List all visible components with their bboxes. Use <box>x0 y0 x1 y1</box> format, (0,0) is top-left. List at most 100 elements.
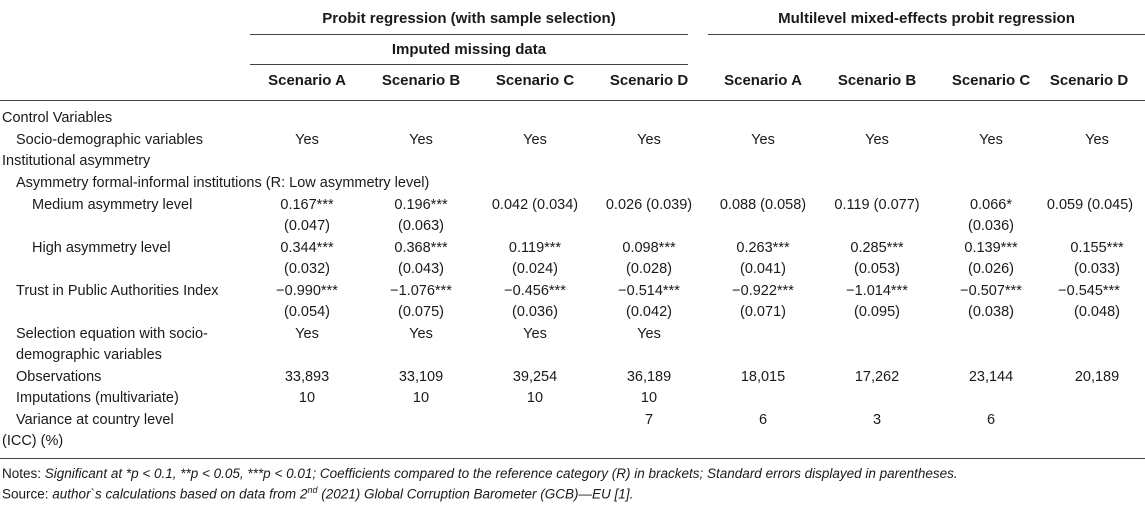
table-cell: Yes <box>295 132 319 148</box>
row-label-medium: Medium asymmetry level <box>32 197 193 213</box>
table-cell: 33,109 <box>398 369 444 385</box>
table-cell: −0.456*** <box>504 283 566 299</box>
table-notes: Notes: Significant at *p < 0.1, **p < 0.… <box>2 466 958 481</box>
col-header: Scenario D <box>1049 72 1129 89</box>
table-cell: 0.042 (0.034) <box>491 197 579 213</box>
table-cell: 0.088 (0.058) <box>719 197 807 213</box>
group-rule-1 <box>250 34 688 35</box>
table-cell: (0.047) <box>284 218 330 234</box>
source-sup: nd <box>307 485 318 495</box>
source-text-b: (2021) Global Corruption Barometer (GCB)… <box>317 486 634 502</box>
table-cell: (0.038) <box>968 304 1014 320</box>
table-cell: Yes <box>1085 132 1109 148</box>
row-label-socio-demo: Socio-demographic variables <box>16 132 203 148</box>
table-cell: 10 <box>412 390 430 406</box>
row-label-asymmetry-formal: Asymmetry formal-informal institutions (… <box>16 175 430 191</box>
row-label-selection-1: Selection equation with socio- <box>16 326 208 342</box>
table-cell: 0.066* <box>970 197 1012 213</box>
table-cell: (0.036) <box>512 304 558 320</box>
table-cell: (0.063) <box>398 218 444 234</box>
table-cell: (0.053) <box>854 261 900 277</box>
table-cell: −0.514*** <box>618 283 680 299</box>
table-cell: (0.054) <box>284 304 330 320</box>
table-cell: 23,144 <box>968 369 1014 385</box>
header-bottom-rule <box>0 100 1145 101</box>
table-cell: 0.098*** <box>622 240 676 256</box>
table-cell: 0.139*** <box>964 240 1018 256</box>
table-cell: 0.026 (0.039) <box>605 197 693 213</box>
table-cell: Yes <box>523 326 547 342</box>
row-label-selection-2: demographic variables <box>16 347 162 363</box>
table-cell: (0.043) <box>398 261 444 277</box>
col-header: Scenario C <box>495 72 575 89</box>
table-cell: (0.036) <box>968 218 1014 234</box>
col-header: Scenario C <box>951 72 1031 89</box>
row-label-high: High asymmetry level <box>32 240 171 256</box>
table-cell: 3 <box>872 412 882 428</box>
table-cell: (0.042) <box>626 304 672 320</box>
table-cell: (0.041) <box>740 261 786 277</box>
table-cell: Yes <box>409 326 433 342</box>
source-text-a: author`s calculations based on data from… <box>48 486 308 502</box>
table-cell: −1.076*** <box>390 283 452 299</box>
table-cell: 0.155*** <box>1070 240 1124 256</box>
source-prefix: Source: <box>2 486 49 502</box>
table-bottom-rule <box>0 458 1145 459</box>
col-header: Scenario B <box>837 72 917 89</box>
table-cell: (0.026) <box>968 261 1014 277</box>
table-cell: Yes <box>637 326 661 342</box>
table-cell: 10 <box>298 390 316 406</box>
table-cell: 20,189 <box>1074 369 1120 385</box>
table-cell: 0.119*** <box>508 240 562 256</box>
table-cell: 10 <box>640 390 658 406</box>
subgroup-rule <box>250 64 688 65</box>
col-header: Scenario D <box>609 72 689 89</box>
table-cell: 0.285*** <box>850 240 904 256</box>
table-cell: (0.075) <box>398 304 444 320</box>
notes-text: Significant at *p < 0.1, **p < 0.05, ***… <box>41 466 958 481</box>
subgroup-title-imputed: Imputed missing data <box>391 41 547 58</box>
table-cell: 6 <box>986 412 996 428</box>
table-cell: 17,262 <box>854 369 900 385</box>
table-cell: Yes <box>865 132 889 148</box>
table-cell: −0.922*** <box>732 283 794 299</box>
group-title-multilevel: Multilevel mixed-effects probit regressi… <box>778 10 1075 27</box>
row-label-trust: Trust in Public Authorities Index <box>16 283 219 299</box>
table-cell: 0.263*** <box>736 240 790 256</box>
table-cell: 0.368*** <box>394 240 448 256</box>
table-cell: Yes <box>751 132 775 148</box>
table-cell: 0.167*** <box>280 197 334 213</box>
group-rule-2 <box>708 34 1145 35</box>
table-cell: 0.059 (0.045) <box>1046 197 1134 213</box>
table-cell: 0.196*** <box>394 197 448 213</box>
row-label-variance-2: (ICC) (%) <box>2 433 64 449</box>
table-cell: 39,254 <box>512 369 558 385</box>
row-label-control: Control Variables <box>2 110 113 126</box>
table-cell: 33,893 <box>284 369 330 385</box>
col-header: Scenario A <box>724 72 802 89</box>
col-header: Scenario B <box>381 72 461 89</box>
table-cell: (0.028) <box>626 261 672 277</box>
table-cell: (0.095) <box>854 304 900 320</box>
table-cell: −0.990*** <box>276 283 338 299</box>
table-cell: Yes <box>295 326 319 342</box>
table-cell: Yes <box>637 132 661 148</box>
group-title-probit: Probit regression (with sample selection… <box>322 10 616 27</box>
table-cell: 36,189 <box>626 369 672 385</box>
row-label-imputations: Imputations (multivariate) <box>16 390 179 406</box>
notes-prefix: Notes: <box>2 466 42 481</box>
table-cell: −0.545*** <box>1058 283 1120 299</box>
table-cell: Yes <box>523 132 547 148</box>
row-label-observations: Observations <box>16 369 102 385</box>
col-header: Scenario A <box>268 72 346 89</box>
table-cell: 7 <box>644 412 654 428</box>
table-cell: (0.033) <box>1074 261 1120 277</box>
table-cell: 18,015 <box>740 369 786 385</box>
row-label-institutional: Institutional asymmetry <box>2 153 151 169</box>
table-cell: (0.071) <box>740 304 786 320</box>
table-cell: (0.048) <box>1074 304 1120 320</box>
table-cell: 0.344*** <box>280 240 334 256</box>
table-cell: −0.507*** <box>960 283 1022 299</box>
table-cell: 6 <box>758 412 768 428</box>
